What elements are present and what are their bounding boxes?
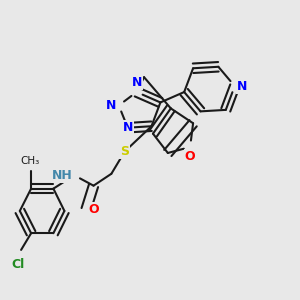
- Text: N: N: [106, 99, 116, 112]
- Text: O: O: [185, 150, 195, 163]
- Text: Cl: Cl: [11, 259, 24, 272]
- Text: O: O: [88, 203, 99, 216]
- Text: N: N: [122, 121, 133, 134]
- Text: N: N: [131, 76, 142, 89]
- Text: NH: NH: [52, 169, 73, 182]
- Text: CH₃: CH₃: [20, 156, 39, 166]
- Text: S: S: [120, 145, 129, 158]
- Text: N: N: [237, 80, 247, 93]
